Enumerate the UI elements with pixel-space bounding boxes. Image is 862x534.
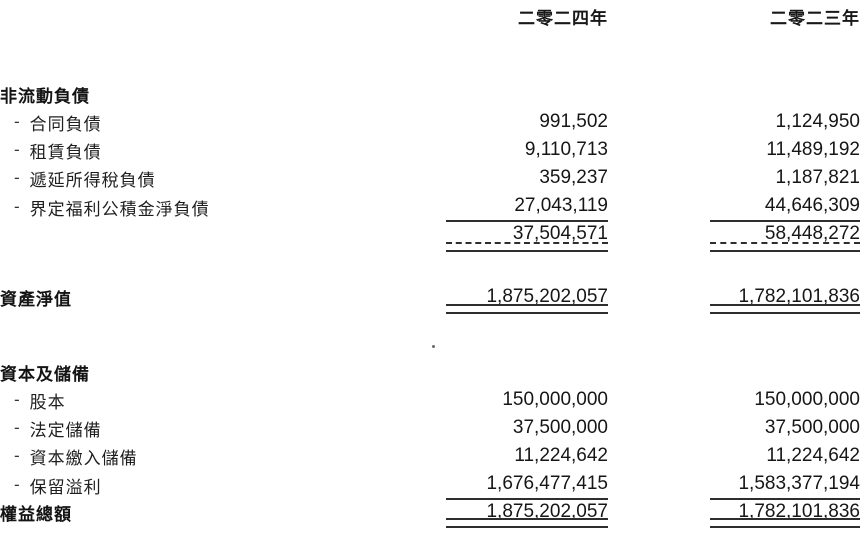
amount-2024: 359,237 [539,167,608,188]
line-item-row: - 界定福利公積金淨負債 27,043,119 44,646,309 [0,192,860,222]
line-item-row: - 法定儲備 37,500,000 37,500,000 [0,414,860,442]
item-dash: - [14,140,21,159]
scan-speck [432,345,435,348]
column-header-row: 二零二四年 二零二三年 [0,2,860,30]
dashed-double-rule [446,242,608,252]
item-dash: - [14,197,21,216]
amount-2024: 1,676,477,415 [446,470,608,500]
double-rule [710,304,860,314]
item-dash: - [14,390,21,409]
amount-2023: 1,124,950 [775,111,860,132]
item-dash: - [14,168,21,187]
year-column-header-2024: 二零二四年 [518,8,608,28]
double-rule [446,304,608,314]
item-dash: - [14,446,21,465]
total-equity-row: 權益總額 1,875,202,057 1,782,101,836 [0,498,860,528]
section-title-non-current-liabilities: 非流動負債 [0,86,90,106]
section-title-capital-and-reserves: 資本及儲備 [0,364,90,384]
amount-2023: 11,489,192 [766,139,860,160]
amount-2023: 44,646,309 [710,192,860,222]
net-assets-amount-2023: 1,782,101,836 [710,283,860,314]
amount-2024: 9,110,713 [524,139,608,160]
total-equity-label: 權益總額 [0,504,72,524]
net-assets-amount-2024: 1,875,202,057 [446,283,608,314]
amount-2023: 37,500,000 [764,417,860,438]
amount-2023: 1,583,377,194 [710,470,860,500]
section-title-row: 資本及儲備 [0,358,860,386]
item-label-defined-benefit-net-liabilities: 界定福利公積金淨負債 [29,199,210,219]
item-dash: - [14,112,21,131]
amount-2024: 991,502 [539,111,608,132]
total-equity-amount-2024: 1,875,202,057 [446,498,608,528]
year-column-header-2023: 二零二三年 [770,8,860,28]
line-item-row: - 保留溢利 1,676,477,415 1,583,377,194 [0,470,860,500]
line-item-row: - 資本繳入儲備 11,224,642 11,224,642 [0,442,860,470]
header-spacer [0,2,446,30]
double-rule [710,518,860,528]
amount-2024: 150,000,000 [502,389,608,410]
item-dash: - [14,418,21,437]
item-label-capital-contribution-reserve: 資本繳入儲備 [29,448,138,468]
total-equity-amount-2023: 1,782,101,836 [710,498,860,528]
item-label-lease-liabilities: 租賃負債 [29,142,102,162]
item-label-deferred-tax-liabilities: 遞延所得稅負債 [29,170,156,190]
item-label-contract-liabilities: 合同負債 [29,114,102,134]
subtotal-amount-2023: 58,448,272 [710,220,860,252]
line-item-row: - 租賃負債 9,110,713 11,489,192 [0,136,860,164]
amount-2024: 37,500,000 [512,417,608,438]
subtotal-row: 37,504,571 58,448,272 [0,220,860,252]
double-rule [446,518,608,528]
amount-2023: 1,187,821 [775,167,860,188]
section-title-row: 非流動負債 [0,80,860,108]
column-gap [608,2,710,30]
net-assets-row: 資產淨值 1,875,202,057 1,782,101,836 [0,283,860,314]
amount-2024: 11,224,642 [514,445,608,466]
subtotal-amount-2024: 37,504,571 [446,220,608,252]
item-label-retained-profits: 保留溢利 [29,477,102,497]
net-assets-label: 資產淨值 [0,289,72,309]
line-item-row: - 合同負債 991,502 1,124,950 [0,108,860,136]
line-item-row: - 遞延所得稅負債 359,237 1,187,821 [0,164,860,192]
amount-2023: 11,224,642 [766,445,860,466]
line-item-row: - 股本 150,000,000 150,000,000 [0,386,860,414]
amount-2023: 150,000,000 [754,389,860,410]
dashed-double-rule [710,242,860,252]
amount-2024: 27,043,119 [446,192,608,222]
item-label-share-capital: 股本 [29,392,66,412]
item-dash: - [14,475,21,494]
item-label-statutory-reserve: 法定儲備 [29,420,102,440]
